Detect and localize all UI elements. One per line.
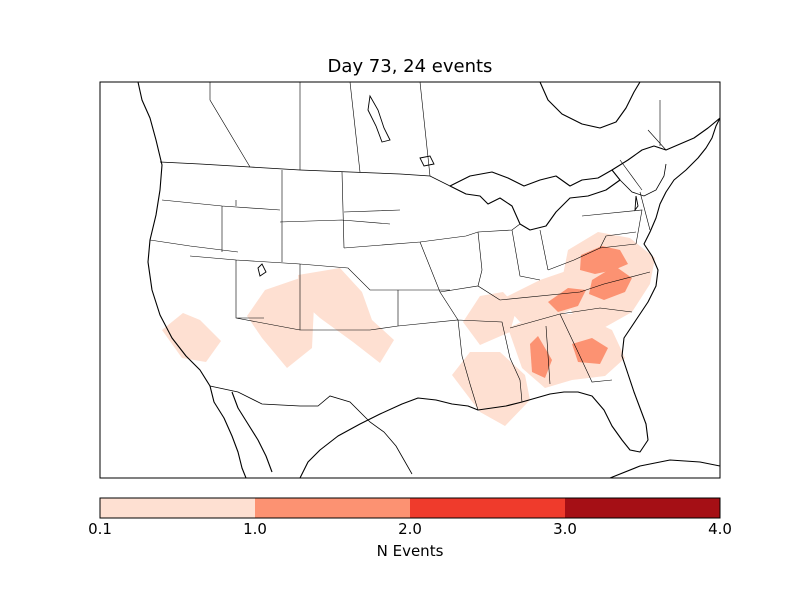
colorbar-label: N Events bbox=[376, 542, 444, 560]
map-frame-content bbox=[137, 82, 720, 478]
event-region-east-tennessee bbox=[548, 288, 586, 312]
colorbar-bin-2 bbox=[410, 498, 565, 518]
colorbar-tick-4: 4.0 bbox=[708, 520, 732, 538]
pacific-coastline bbox=[137, 82, 247, 478]
map-title: Day 73, 24 events bbox=[327, 56, 493, 77]
colorbar bbox=[99, 497, 721, 519]
colorbar-bin-3 bbox=[565, 498, 720, 518]
colorbar-tick-2: 2.0 bbox=[398, 520, 422, 538]
colorbar-bin-0 bbox=[100, 498, 255, 518]
map-border bbox=[99, 81, 721, 479]
event-region-central-california bbox=[162, 313, 221, 362]
event-region-louisiana-mississippi bbox=[452, 352, 530, 426]
state-border-lines bbox=[149, 82, 667, 411]
canada-us-border bbox=[159, 161, 451, 187]
state-borders bbox=[149, 82, 667, 411]
gulf-coastline bbox=[299, 373, 649, 478]
us-mexico-border bbox=[209, 385, 413, 475]
event-density-layer bbox=[162, 232, 655, 426]
great-salt-lake bbox=[257, 263, 267, 277]
country-borders bbox=[159, 161, 667, 475]
lake-champlain bbox=[634, 195, 639, 212]
event-region-central-georgia bbox=[572, 338, 608, 364]
event-region-north-carolina-core bbox=[589, 266, 632, 300]
mexico-south-coast bbox=[609, 459, 720, 478]
event-region-southern-utah-nevada bbox=[247, 278, 314, 368]
st-lawrence-coast bbox=[611, 117, 720, 171]
coastline-layer bbox=[137, 82, 720, 478]
atlantic-coastline bbox=[621, 117, 720, 375]
colorbar-bin-1 bbox=[255, 498, 410, 518]
lake-of-the-woods bbox=[419, 155, 435, 167]
colorbar-tick-0: 0.1 bbox=[88, 520, 112, 538]
gulf-of-california-coast bbox=[231, 391, 273, 473]
lake-winnipeg bbox=[367, 94, 391, 143]
event-region-central-alabama bbox=[530, 336, 552, 378]
colorbar-tick-3: 3.0 bbox=[553, 520, 577, 538]
event-region-colorado-new-mexico bbox=[298, 268, 394, 363]
hudson-bay-shore bbox=[539, 82, 641, 129]
event-region-missouri-arkansas bbox=[463, 292, 517, 345]
great-lakes-shoreline bbox=[449, 169, 621, 231]
colorbar-tick-1: 1.0 bbox=[243, 520, 267, 538]
canada-us-border-east bbox=[619, 163, 667, 197]
lakes-layer bbox=[257, 94, 639, 277]
colorbar-frame bbox=[99, 497, 721, 519]
